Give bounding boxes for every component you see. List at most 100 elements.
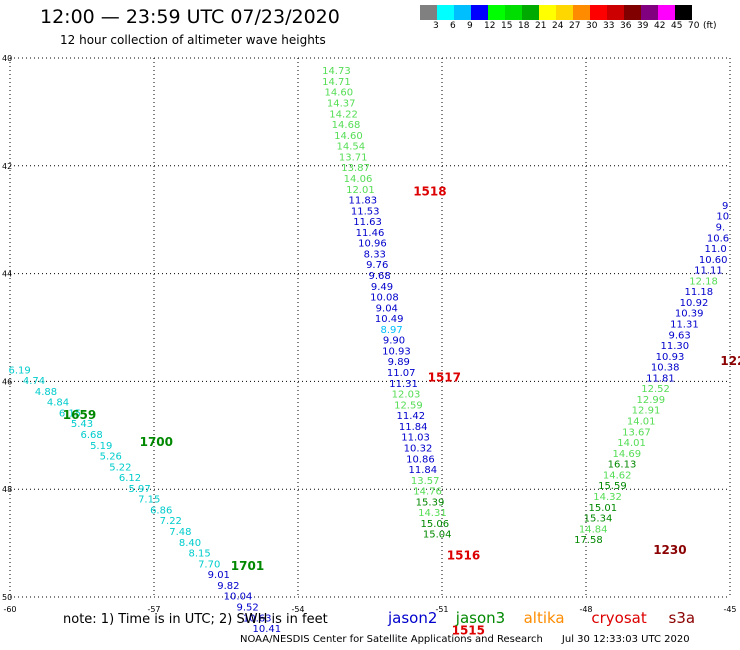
x-tick-label: -57 [147, 605, 160, 614]
wave-height-value: 10.63 [243, 613, 272, 624]
wave-height-value: 14.69 [612, 449, 641, 460]
legend-swatch [454, 5, 471, 20]
legend-swatch [539, 5, 556, 20]
wave-height-value: 14.37 [327, 99, 356, 110]
wave-height-value: 11.46 [356, 228, 385, 239]
legend-label: 12 [484, 21, 496, 31]
legend-swatch [675, 5, 692, 20]
wave-height-value: 9.49 [371, 282, 393, 293]
wave-height-value: 13.67 [622, 427, 651, 438]
wave-height-value: 5.19 [90, 441, 112, 452]
wave-height-value: 8.15 [188, 549, 210, 560]
track-time-label: 1516 [447, 548, 480, 562]
wave-height-value: 10.04 [224, 592, 253, 603]
legend-labels: 3 6 9 12 15 18 21 24 27 30 33 36 39 42 45 70 (ft) [420, 20, 717, 34]
wave-height-value: 9.63 [668, 330, 690, 341]
wave-height-value: 10.08 [370, 293, 399, 304]
wave-height-value: 10.49 [375, 314, 404, 325]
wave-height-value: 6.68 [80, 430, 102, 441]
legend-label: 70 [688, 21, 700, 31]
wave-height-value: 14.32 [593, 492, 622, 503]
wave-height-value: 11.30 [660, 341, 689, 352]
x-tick-label: -60 [3, 605, 16, 614]
wave-height-value: 13.57 [411, 476, 440, 487]
wave-height-value: 9. [716, 222, 726, 233]
wave-height-value: 14.73 [322, 66, 351, 77]
wave-height-value: 7.70 [198, 559, 220, 570]
track-time-label: 1700 [140, 435, 173, 449]
wave-height-value: 17.58 [574, 535, 603, 546]
wave-height-value: 9 [722, 201, 728, 212]
legend-swatch [505, 5, 522, 20]
wave-height-value: 6.12 [119, 473, 141, 484]
map-grid [9, 57, 731, 598]
wave-height-value: 13.87 [341, 163, 370, 174]
track-time-label: 1659 [63, 408, 96, 422]
wave-height-value: 13.71 [339, 152, 368, 163]
wave-height-value: 10.93 [382, 346, 411, 357]
wave-height-value: 10.32 [404, 443, 433, 454]
wave-height-value: 14.71 [322, 77, 351, 88]
wave-height-value: 14.54 [336, 142, 365, 153]
satellite-name: s3a [668, 609, 696, 627]
wave-height-value: 10.41 [252, 624, 281, 635]
wave-height-value: 11.63 [353, 217, 382, 228]
legend-swatch [641, 5, 658, 20]
legend-label: 45 [671, 21, 683, 31]
wave-height-value: 4.88 [35, 387, 57, 398]
legend-label: 24 [552, 21, 564, 31]
wave-height-value: 11.42 [396, 411, 425, 422]
wave-height-value: 14.62 [603, 470, 632, 481]
y-tick-label: 42 [2, 162, 12, 171]
legend-swatch [556, 5, 573, 20]
x-tick-label: -51 [435, 605, 448, 614]
wave-height-value: 9.89 [388, 357, 410, 368]
wave-height-value: 4.74 [23, 376, 45, 387]
wave-height-value: 9.04 [376, 303, 398, 314]
track-time-label: 1701 [231, 559, 264, 573]
wave-height-value: 7.15 [138, 495, 160, 506]
track-time-label: 1517 [428, 370, 461, 384]
wave-height-value: 9.82 [217, 581, 239, 592]
wave-height-value: 4.84 [47, 398, 69, 409]
wave-height-value: 14.31 [418, 508, 447, 519]
footer-credit: NOAA/NESDIS Center for Satellite Applica… [240, 634, 690, 645]
track-time-label: 1518 [413, 184, 446, 198]
y-tick-label: 48 [2, 485, 12, 494]
page-subtitle: 12 hour collection of altimeter wave hei… [60, 33, 326, 47]
wave-height-value: 11.03 [401, 433, 430, 444]
legend-swatch [420, 5, 437, 20]
wave-height-value: 14.22 [329, 109, 358, 120]
wave-height-value: 10.92 [680, 298, 709, 309]
wave-height-value: 9.76 [366, 260, 388, 271]
wave-height-value: 5.22 [109, 462, 131, 473]
legend-label: 15 [501, 21, 513, 31]
wave-height-value: 10.38 [651, 363, 680, 374]
track-time-label: 122 [720, 354, 740, 368]
wave-height-value: 14.01 [627, 417, 656, 428]
wave-height-value: 12.52 [641, 384, 670, 395]
wave-height-value: 12.18 [689, 276, 718, 287]
wave-height-value: 8.33 [364, 249, 386, 260]
wave-height-value: 6.86 [150, 505, 172, 516]
wave-height-value: 15.04 [423, 530, 452, 541]
legend-swatch [471, 5, 488, 20]
legend-swatch [437, 5, 454, 20]
wave-height-value: 5.26 [100, 452, 122, 463]
wave-height-value: 10.6 [707, 233, 729, 244]
satellite-name: cryosat [591, 609, 647, 627]
wave-height-value: 12.03 [392, 390, 421, 401]
legend-label: 39 [637, 21, 649, 31]
wave-height-value: 15.06 [420, 519, 449, 530]
track-time-label: 1515 [452, 624, 485, 638]
y-tick-label: 46 [2, 377, 12, 386]
legend-label: 18 [518, 21, 530, 31]
wave-height-value: 14.06 [344, 174, 373, 185]
x-tick-label: -45 [723, 605, 736, 614]
wave-height-value: 14.84 [579, 524, 608, 535]
wave-height-value: 11.18 [684, 287, 713, 298]
legend-label: 21 [535, 21, 547, 31]
y-tick-label: 50 [2, 593, 12, 602]
legend-swatch [590, 5, 607, 20]
wave-height-value: 9.90 [383, 336, 405, 347]
